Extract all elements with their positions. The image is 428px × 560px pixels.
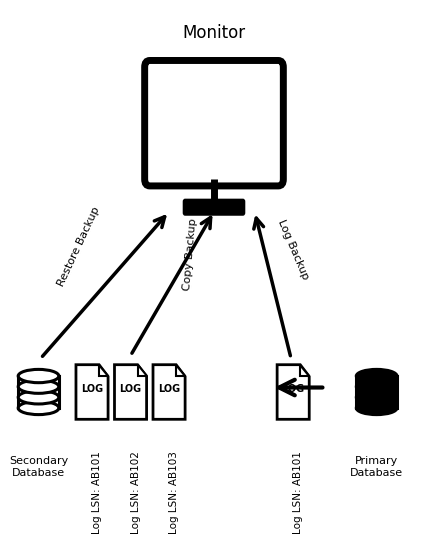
Polygon shape [356,376,397,408]
Polygon shape [137,365,146,376]
Text: LOG: LOG [158,384,180,394]
Polygon shape [115,365,146,419]
Text: Monitor: Monitor [182,24,246,42]
Text: Log LSN: AB102: Log LSN: AB102 [131,451,140,534]
Polygon shape [18,376,59,408]
Polygon shape [176,365,185,376]
Text: LOG: LOG [282,384,304,394]
Polygon shape [277,365,309,419]
Polygon shape [300,365,309,376]
Text: Secondary
Database: Secondary Database [9,456,68,478]
Text: Restore Backup: Restore Backup [56,205,102,288]
Polygon shape [99,365,108,376]
Polygon shape [153,365,185,419]
Ellipse shape [18,370,59,382]
Ellipse shape [356,380,397,393]
Ellipse shape [356,402,397,414]
Text: Log LSN: AB103: Log LSN: AB103 [169,451,179,534]
Text: Log Backup: Log Backup [276,218,310,281]
Text: Primary
Database: Primary Database [350,456,403,478]
Ellipse shape [356,370,397,382]
Text: LOG: LOG [81,384,103,394]
Ellipse shape [18,402,59,414]
Ellipse shape [18,391,59,404]
Text: LOG: LOG [119,384,142,394]
Text: Log LSN: AB101: Log LSN: AB101 [92,451,102,534]
Ellipse shape [18,380,59,393]
Text: Copy Backup: Copy Backup [182,218,199,291]
Ellipse shape [356,391,397,404]
Text: Log LSN: AB101: Log LSN: AB101 [293,451,303,534]
FancyBboxPatch shape [145,60,283,186]
Polygon shape [76,365,108,419]
FancyBboxPatch shape [183,199,245,215]
